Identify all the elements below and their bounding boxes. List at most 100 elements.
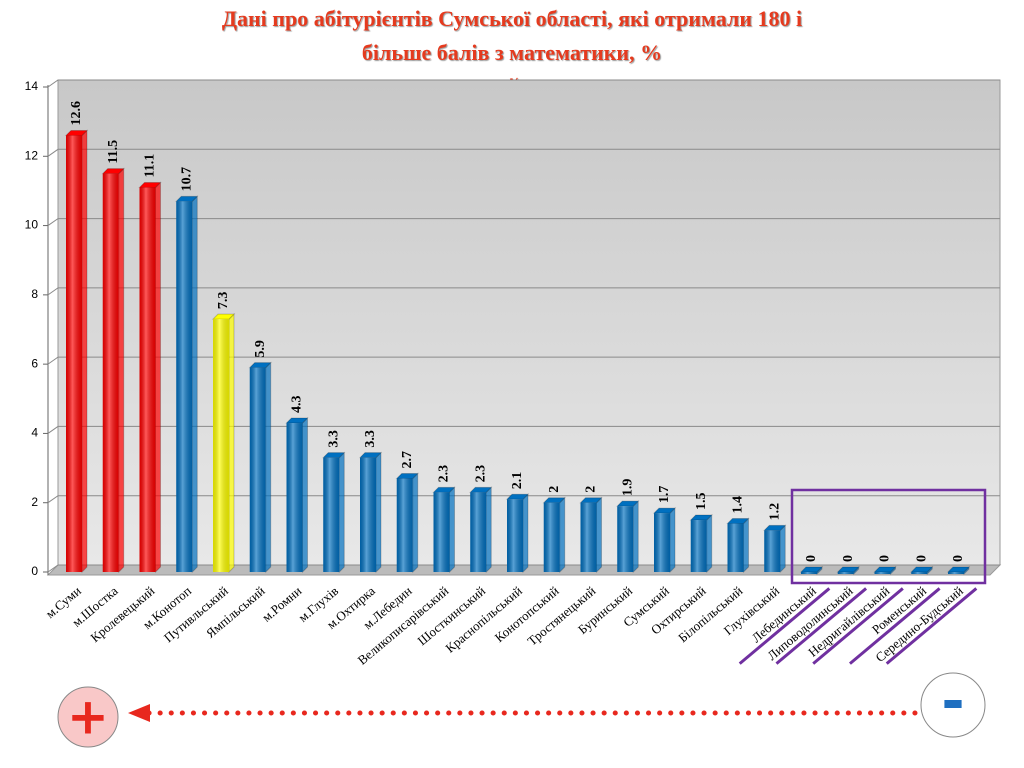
grid-line: [47, 148, 1000, 157]
bar-shine: [690, 520, 707, 572]
bar-shine: [360, 457, 376, 572]
value-label: 4.3: [290, 396, 305, 414]
value-label: 11.1: [143, 154, 158, 178]
value-label: 1.5: [694, 493, 709, 511]
grid-line: [47, 218, 1000, 226]
y-tick-label: 10: [25, 218, 39, 232]
plus-circle: [57, 686, 119, 748]
grid-line: [47, 356, 1000, 365]
bar-shine: [396, 478, 413, 572]
bar-shine: [617, 506, 634, 572]
bar-side: [706, 513, 713, 574]
value-label: 1.2: [767, 503, 782, 521]
bar-shine: [764, 530, 781, 572]
value-label: 1.7: [657, 486, 672, 504]
chart-title: Дані про абітурієнтів Сумської області, …: [221, 6, 803, 65]
minus-circle: [920, 672, 986, 738]
x-tick-label: м.Ромни: [259, 583, 305, 625]
y-tick-label: 4: [31, 426, 38, 440]
bar-side: [191, 195, 198, 574]
grid: 0 2 4 6 8 10 12 14: [25, 79, 1000, 578]
bar-shine: [543, 502, 560, 572]
bar-shine: [249, 367, 266, 572]
bar-side: [412, 472, 419, 574]
bar-shine: [948, 572, 964, 574]
bar-side: [559, 496, 566, 574]
strike-line: [848, 587, 941, 665]
bar-shine: [837, 572, 854, 574]
bar-shine: [654, 513, 670, 572]
bar-side: [338, 451, 345, 574]
bar-side: [485, 486, 492, 574]
strike-line: [812, 587, 904, 665]
bar-shine: [874, 572, 891, 574]
strike-line: [775, 587, 868, 665]
bar-side: [118, 167, 125, 574]
bar-shine: [801, 572, 817, 574]
bar-shine: [470, 492, 487, 572]
bar-shine: [139, 187, 156, 572]
grid-line: [47, 425, 1000, 434]
bar-side: [375, 451, 382, 574]
value-label: 0: [804, 555, 819, 562]
bar-side: [669, 506, 676, 574]
y-tick-label: 2: [31, 495, 38, 509]
bar-side: [596, 496, 602, 574]
arrow-head: [128, 704, 150, 722]
bar-shine: [580, 502, 597, 572]
grid-line: [47, 287, 1000, 296]
y-tick-label: 12: [25, 148, 39, 162]
value-label: 5.9: [253, 340, 268, 358]
bar-shine: [323, 457, 340, 572]
y-tick-label: 14: [25, 79, 39, 93]
bars: м.Суми12.6м.Шостка11.5Кролевецький11.1м.…: [43, 101, 978, 668]
bar-side: [632, 499, 639, 574]
bar-side: [302, 416, 308, 574]
bar-shine: [507, 499, 523, 572]
plot-wall: [57, 79, 1001, 566]
grid-line: [47, 564, 1000, 573]
bar-side: [265, 361, 272, 574]
bar-side: [81, 129, 88, 574]
bar-side: [522, 493, 529, 574]
value-label: 7.3: [216, 292, 231, 310]
y-tick-label: 8: [31, 287, 38, 301]
value-label: 2.3: [437, 465, 452, 483]
value-label: 3.3: [363, 430, 378, 448]
bar-shine: [727, 523, 744, 572]
value-label: 12.6: [69, 101, 84, 126]
strike-line: [885, 587, 978, 665]
minus-sign: -: [941, 669, 964, 734]
value-label: 2.1: [510, 472, 525, 490]
y-tick-label: 6: [31, 356, 38, 370]
value-label: 1.4: [731, 496, 746, 514]
bar-side: [228, 312, 235, 574]
value-label: 11.5: [106, 140, 121, 164]
value-label: 0: [878, 555, 893, 562]
bar-side: [449, 486, 455, 574]
value-label: 10.7: [179, 167, 194, 192]
highlight-box: [790, 488, 987, 585]
plus-sign: +: [67, 688, 109, 746]
value-label: 0: [841, 555, 856, 562]
value-label: 1.9: [620, 479, 635, 497]
bar-shine: [176, 201, 193, 573]
bar-side: [155, 181, 161, 574]
strike-line: [738, 587, 831, 665]
bar-shine: [286, 423, 303, 572]
y-tick-label: 0: [31, 564, 38, 578]
bar-shine: [911, 572, 928, 574]
bar-shine: [433, 492, 450, 572]
bar-shine: [102, 173, 119, 572]
value-label: 2: [584, 486, 599, 493]
value-label: 2: [547, 486, 562, 493]
bar-side: [779, 524, 786, 574]
bar-shine: [213, 319, 229, 572]
grid-line: [47, 79, 1000, 88]
value-label: 0: [914, 555, 929, 562]
grid-line: [47, 495, 1000, 504]
value-label: 2.3: [473, 465, 488, 483]
value-label: 0: [951, 555, 966, 562]
